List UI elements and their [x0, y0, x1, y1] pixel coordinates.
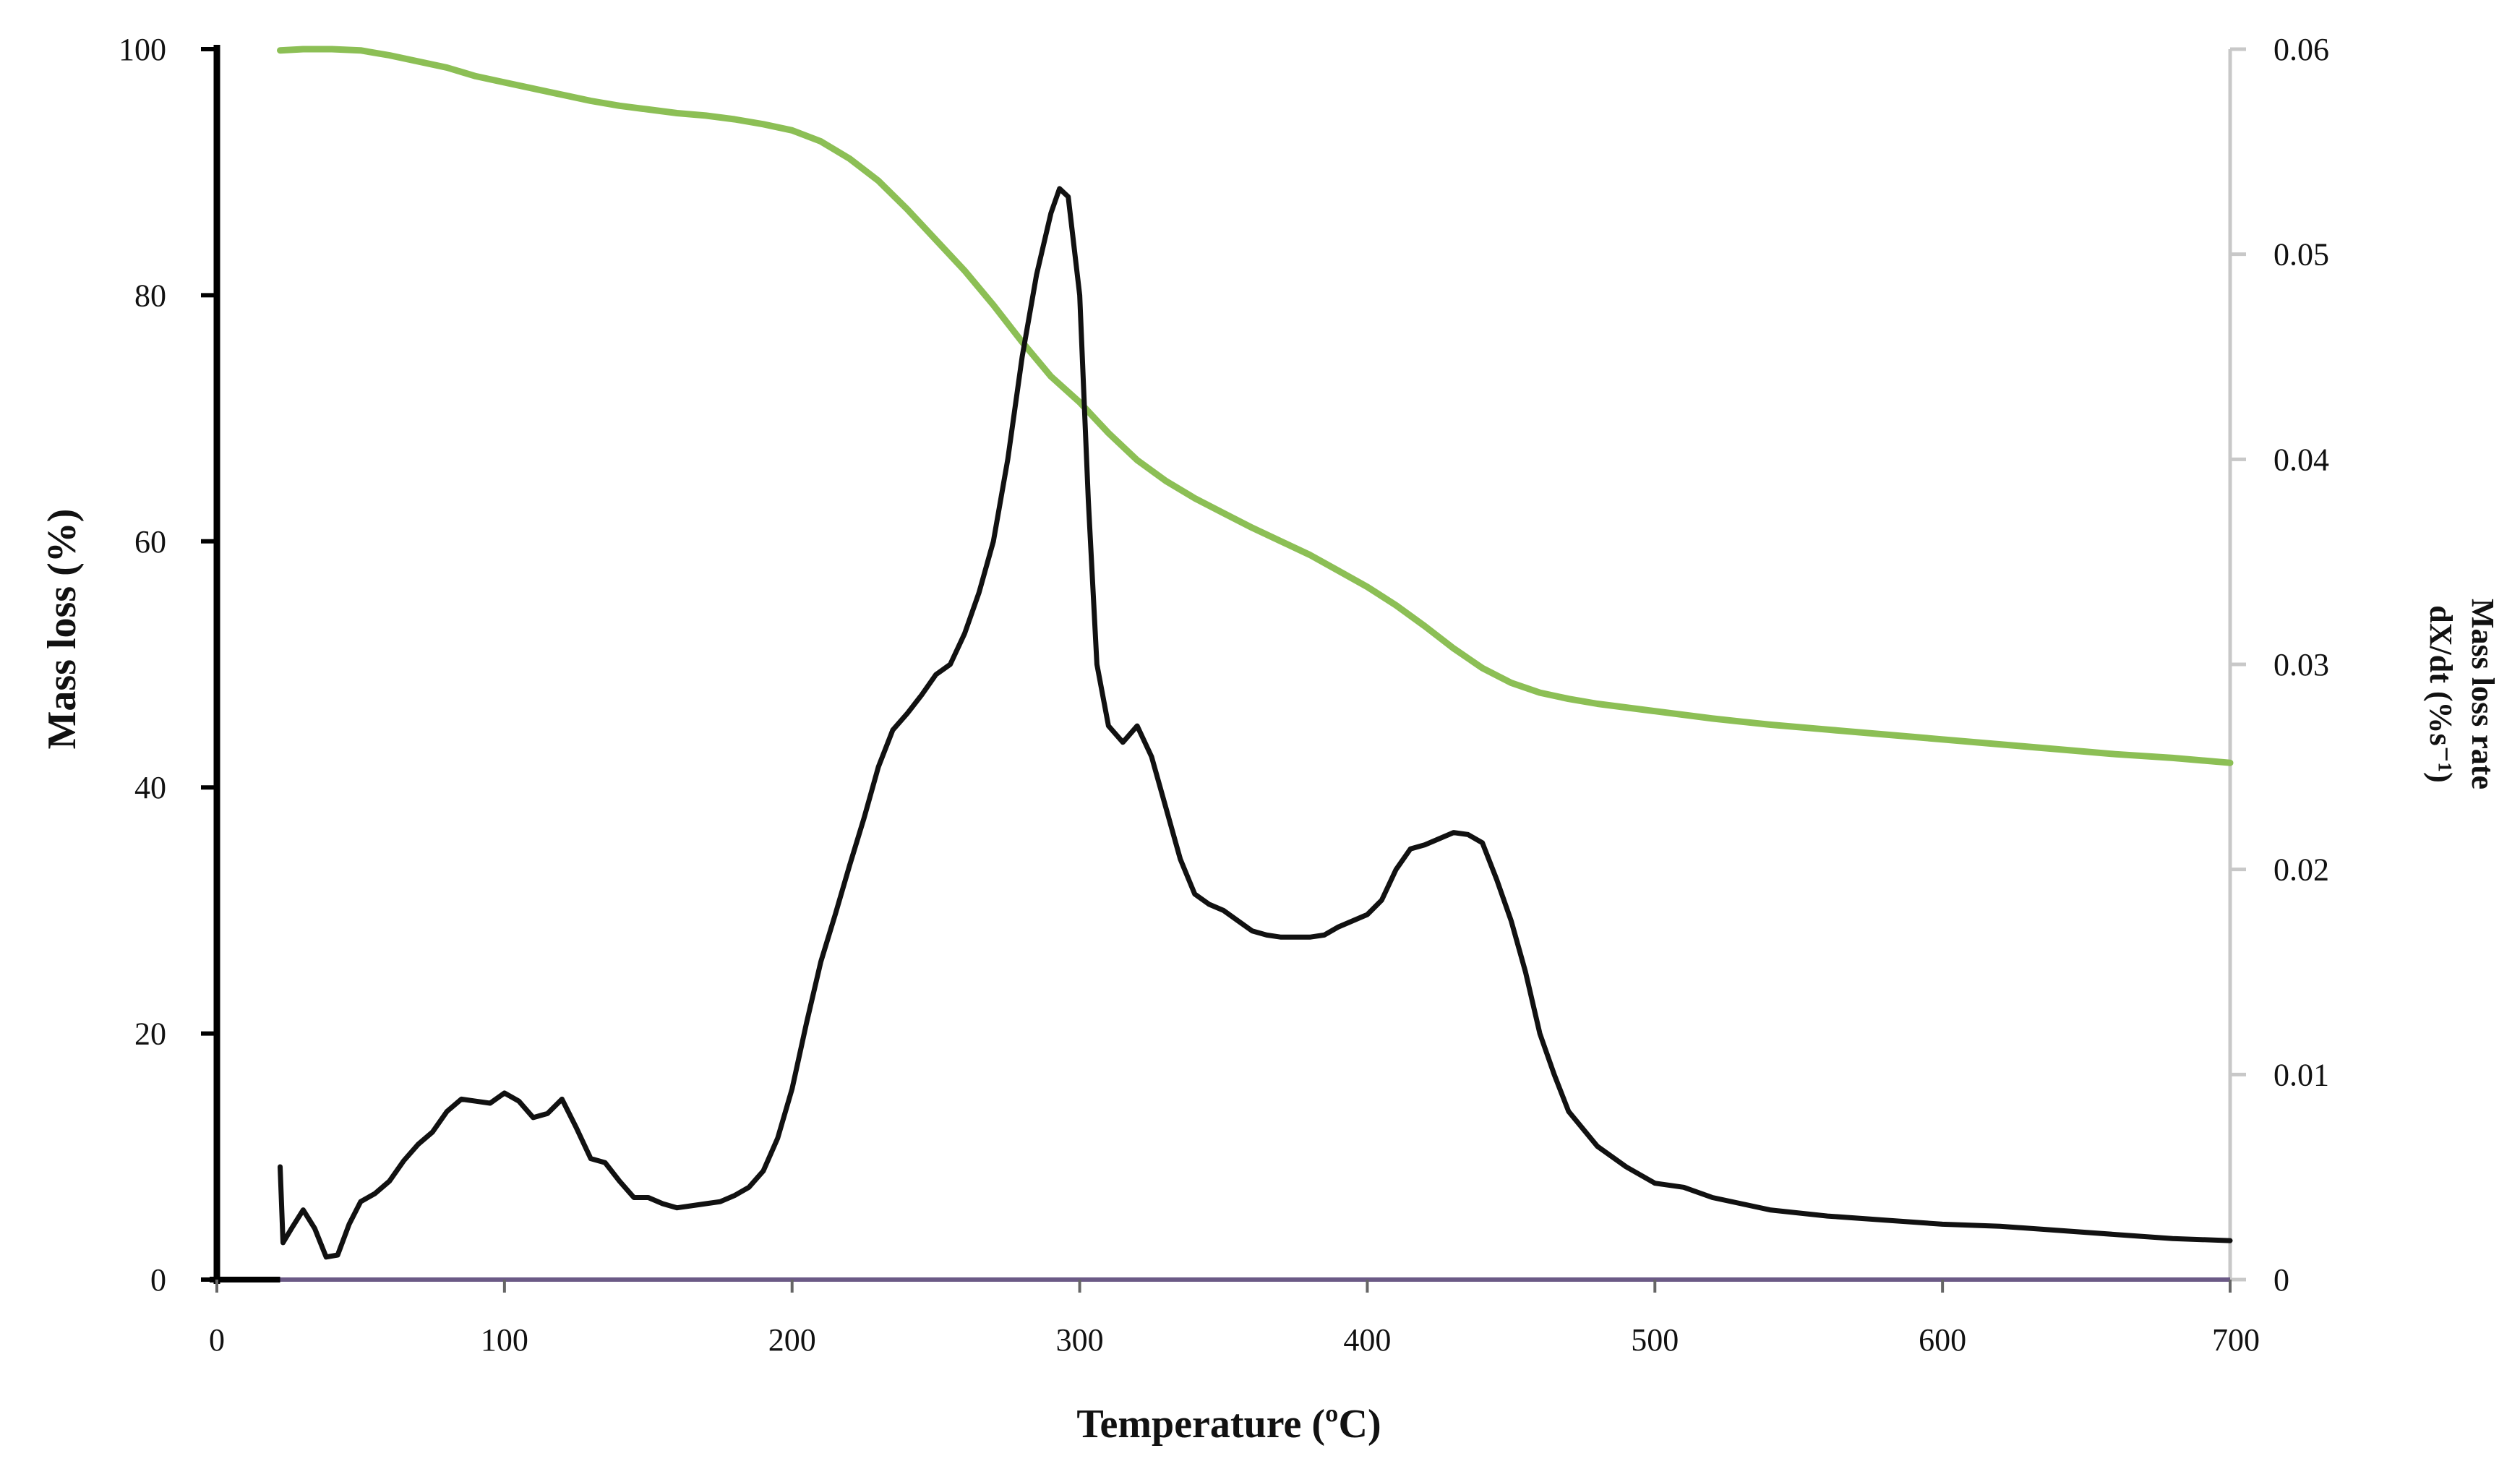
- x-tick-label: 100: [481, 1322, 528, 1358]
- x-tick-label: 400: [1343, 1322, 1391, 1358]
- y-axis-title: Mass loss (%): [40, 509, 85, 750]
- y2-axis-title-line2: dX/dt (%s⁻¹): [2423, 605, 2459, 782]
- right-y-tick-label: 0: [2273, 1262, 2289, 1298]
- left-y-tick-label: 60: [134, 524, 166, 560]
- right-y-tick-label: 0.04: [2273, 442, 2329, 477]
- y2-axis-title-line1: Mass loss rate: [2465, 599, 2500, 789]
- left-y-tick-label: 80: [134, 278, 166, 313]
- x-axis-title: Temperature (ºC): [1076, 1402, 1381, 1447]
- left-y-tick-label: 0: [150, 1262, 166, 1298]
- right-y-tick-label: 0.05: [2273, 237, 2329, 273]
- x-tick-label: 0: [209, 1322, 225, 1358]
- x-tick-label: 500: [1631, 1322, 1679, 1358]
- mass-loss-rate-line: [278, 186, 2233, 1260]
- x-tick-label: 300: [1056, 1322, 1104, 1358]
- x-tick-label: 600: [1919, 1322, 1966, 1358]
- left-y-tick-label: 40: [134, 770, 166, 805]
- mass-loss-line: [277, 46, 2234, 766]
- x-tick-label: 700: [2212, 1322, 2260, 1358]
- right-y-tick-label: 0.02: [2273, 852, 2329, 888]
- right-y-tick-label: 0.03: [2273, 647, 2329, 682]
- x-tick-label: 200: [768, 1322, 816, 1358]
- right-y-tick-label: 0.01: [2273, 1057, 2329, 1092]
- left-y-tick-label: 20: [134, 1016, 166, 1052]
- right-y-tick-label: 0.06: [2273, 32, 2329, 67]
- left-y-tick-label: 100: [119, 32, 166, 67]
